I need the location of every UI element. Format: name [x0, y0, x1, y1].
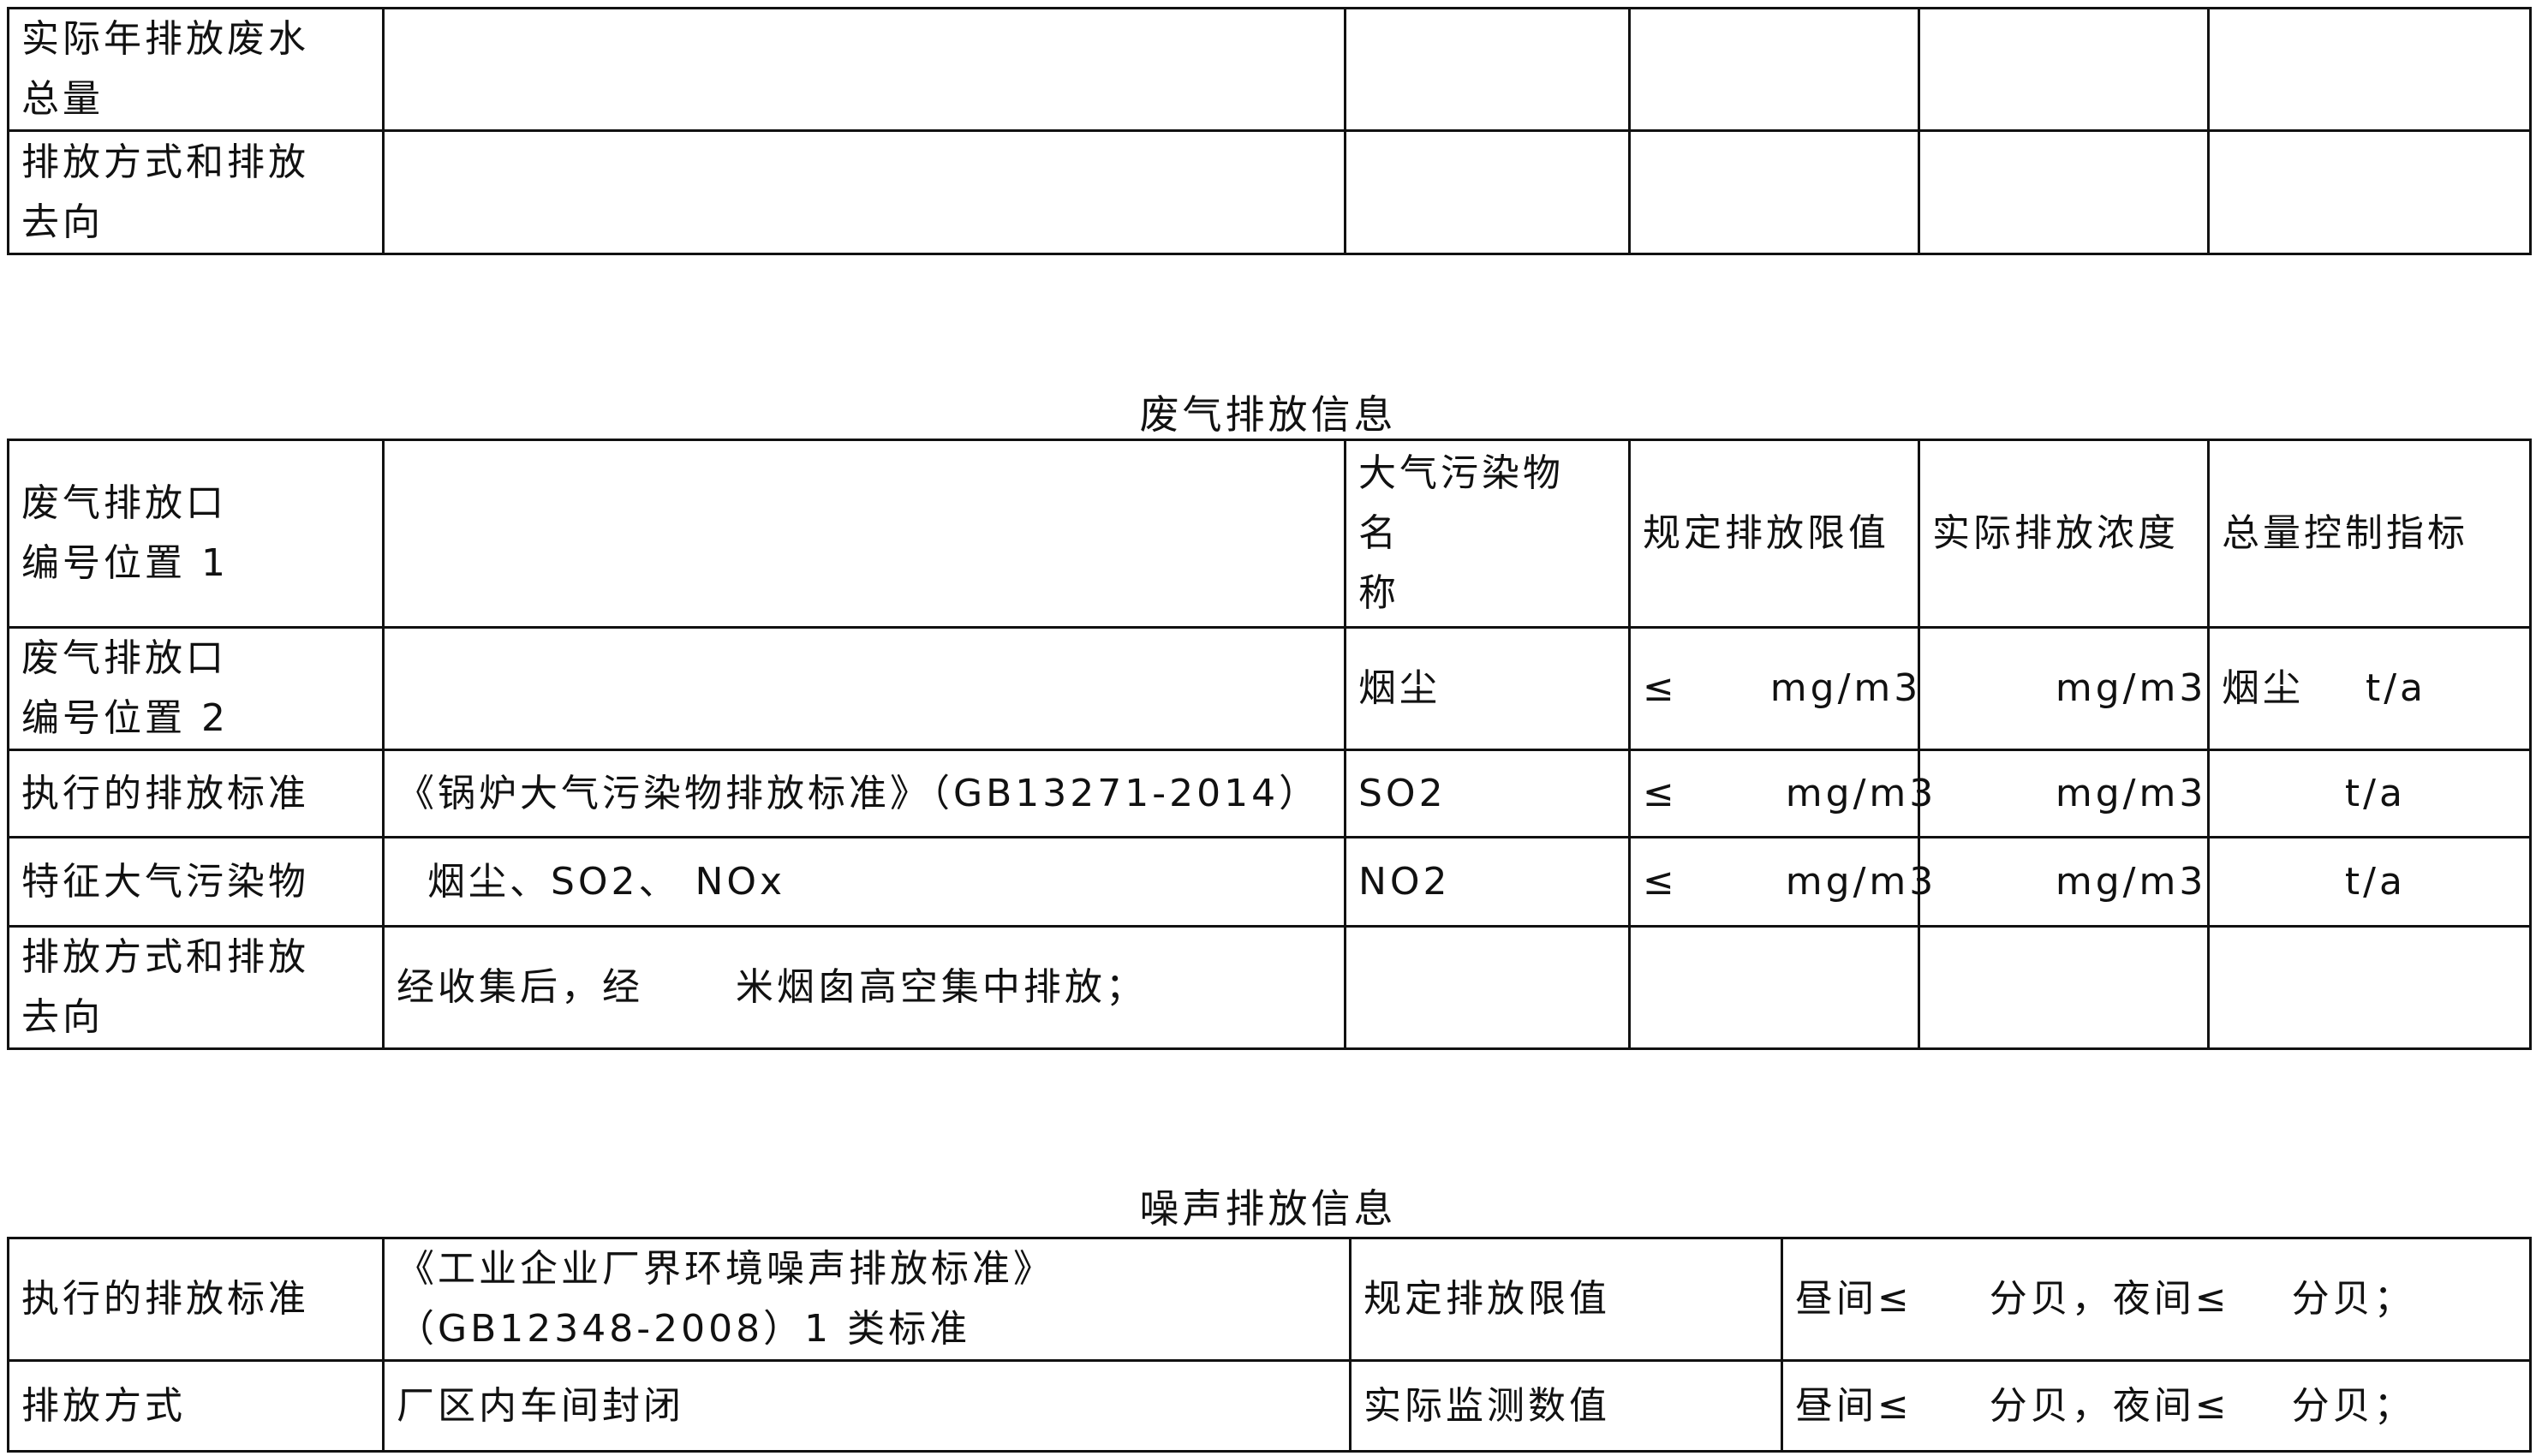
actual-header: 实际排放浓度 [1918, 439, 2210, 629]
limit [1628, 925, 1920, 1050]
table-row: 执行的排放标准 《锅炉大气污染物排放标准》（GB13271-2014） SO2 … [7, 749, 2532, 838]
total [2207, 925, 2532, 1050]
cell [2207, 129, 2532, 255]
item-value: 昼间≤ 分贝，夜间≤ 分贝； [1781, 1237, 2532, 1362]
gas-emission-table: 废气排放口 编号位置 1 大气污染物 名 称 规定排放限值 实际排放浓度 总量控… [7, 439, 2532, 1050]
row-label: 特征大气污染物 [7, 836, 385, 928]
actual: mg/m3 [1918, 626, 2210, 751]
row-value: 厂区内车间封闭 [382, 1359, 1352, 1453]
wastewater-table: 实际年排放废水 总量 排放方式和排放 去向 [7, 7, 2532, 255]
cell [2207, 7, 2532, 132]
actual: mg/m3 [1918, 836, 2210, 928]
limit: ≤ mg/m3 [1628, 749, 1933, 838]
pollutant: 烟尘 [1344, 626, 1631, 751]
row-value: 《工业企业厂界环境噪声排放标准》 （GB12348-2008）1 类标准 [382, 1237, 1352, 1362]
cell [382, 129, 1346, 255]
table-row: 特征大气污染物 烟尘、SO2、 NOx NO2 ≤ mg/m3 mg/m3 t/… [7, 836, 2532, 928]
row-label: 排放方式 [7, 1359, 385, 1453]
row-label: 废气排放口 编号位置 1 [7, 439, 385, 629]
row-value: 烟尘、SO2、 NOx [382, 836, 1346, 928]
item-label: 规定排放限值 [1349, 1237, 1783, 1362]
table-row: 排放方式和排放 去向 经收集后，经 米烟囱高空集中排放； [7, 925, 2532, 1050]
row-value [382, 626, 1346, 751]
cell [1628, 7, 1920, 132]
cell [1344, 129, 1631, 255]
row-label: 执行的排放标准 [7, 1237, 385, 1362]
table-row: 废气排放口 编号位置 1 大气污染物 名 称 规定排放限值 实际排放浓度 总量控… [7, 439, 2532, 629]
row-label: 排放方式和排放 去向 [7, 129, 385, 255]
noise-section-title: 噪声排放信息 [1139, 1185, 1397, 1232]
cell [1918, 7, 2210, 132]
item-label: 实际监测数值 [1349, 1359, 1783, 1453]
gas-section-title: 废气排放信息 [1139, 391, 1397, 438]
table-row: 排放方式和排放 去向 [7, 129, 2532, 255]
total: t/a [2207, 749, 2532, 838]
actual [1918, 925, 2210, 1050]
table-row: 废气排放口 编号位置 2 烟尘 ≤ mg/m3 mg/m3 烟尘 t/a [7, 626, 2532, 751]
total-header: 总量控制指标 [2207, 439, 2532, 629]
table-row: 执行的排放标准 《工业企业厂界环境噪声排放标准》 （GB12348-2008）1… [7, 1237, 2532, 1362]
row-label: 废气排放口 编号位置 2 [7, 626, 385, 751]
total: t/a [2207, 836, 2532, 928]
total: 烟尘 t/a [2207, 626, 2532, 751]
noise-emission-table: 执行的排放标准 《工业企业厂界环境噪声排放标准》 （GB12348-2008）1… [7, 1237, 2532, 1453]
row-value [382, 439, 1346, 629]
row-value: 经收集后，经 米烟囱高空集中排放； [382, 925, 1346, 1050]
cell [1628, 129, 1920, 255]
row-label: 执行的排放标准 [7, 749, 385, 838]
row-value: 《锅炉大气污染物排放标准》（GB13271-2014） [382, 749, 1346, 838]
table-row: 排放方式 厂区内车间封闭 实际监测数值 昼间≤ 分贝，夜间≤ 分贝； [7, 1359, 2532, 1453]
cell [1344, 7, 1631, 132]
pollutant: SO2 [1344, 749, 1631, 838]
row-label: 实际年排放废水 总量 [7, 7, 385, 132]
limit: ≤ mg/m3 [1628, 836, 1933, 928]
cell [382, 7, 1346, 132]
limit-header: 规定排放限值 [1628, 439, 1920, 629]
actual: mg/m3 [1918, 749, 2210, 838]
row-label: 排放方式和排放 去向 [7, 925, 385, 1050]
limit: ≤ mg/m3 [1628, 626, 1920, 751]
cell [1918, 129, 2210, 255]
table-row: 实际年排放废水 总量 [7, 7, 2532, 132]
pollutant: NO2 [1344, 836, 1631, 928]
pollutant [1344, 925, 1631, 1050]
item-value: 昼间≤ 分贝，夜间≤ 分贝； [1781, 1359, 2532, 1453]
pollutant-header: 大气污染物 名 称 [1344, 439, 1631, 629]
